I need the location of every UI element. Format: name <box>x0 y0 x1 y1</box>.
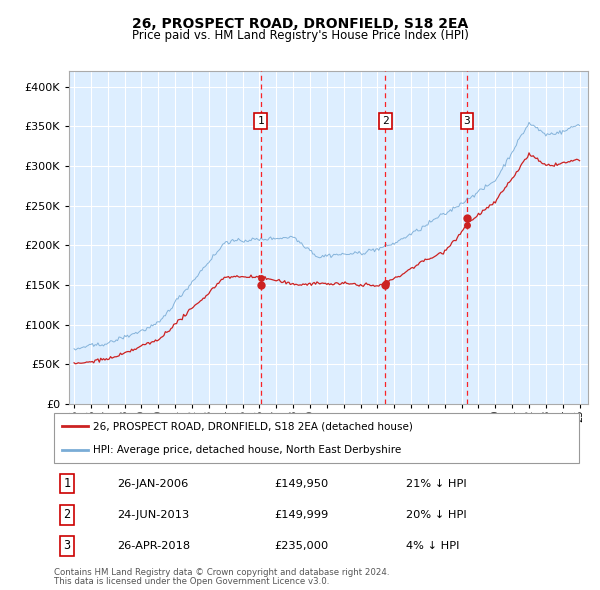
Text: 26, PROSPECT ROAD, DRONFIELD, S18 2EA (detached house): 26, PROSPECT ROAD, DRONFIELD, S18 2EA (d… <box>94 421 413 431</box>
Text: £149,999: £149,999 <box>275 510 329 520</box>
Text: 24-JUN-2013: 24-JUN-2013 <box>117 510 189 520</box>
Text: 2: 2 <box>64 508 71 522</box>
Text: 1: 1 <box>64 477 71 490</box>
Text: 26, PROSPECT ROAD, DRONFIELD, S18 2EA: 26, PROSPECT ROAD, DRONFIELD, S18 2EA <box>132 17 468 31</box>
Text: 21% ↓ HPI: 21% ↓ HPI <box>406 478 467 489</box>
Text: Price paid vs. HM Land Registry's House Price Index (HPI): Price paid vs. HM Land Registry's House … <box>131 30 469 42</box>
Text: £149,950: £149,950 <box>275 478 329 489</box>
Text: 20% ↓ HPI: 20% ↓ HPI <box>406 510 467 520</box>
Text: £235,000: £235,000 <box>275 541 329 551</box>
Text: 26-JAN-2006: 26-JAN-2006 <box>117 478 188 489</box>
Text: 3: 3 <box>64 539 71 552</box>
Text: HPI: Average price, detached house, North East Derbyshire: HPI: Average price, detached house, Nort… <box>94 445 401 455</box>
Text: 2: 2 <box>382 116 389 126</box>
Text: 4% ↓ HPI: 4% ↓ HPI <box>406 541 459 551</box>
Text: Contains HM Land Registry data © Crown copyright and database right 2024.: Contains HM Land Registry data © Crown c… <box>54 568 389 576</box>
Text: 3: 3 <box>464 116 470 126</box>
Text: 1: 1 <box>257 116 264 126</box>
Text: This data is licensed under the Open Government Licence v3.0.: This data is licensed under the Open Gov… <box>54 577 329 586</box>
Text: 26-APR-2018: 26-APR-2018 <box>117 541 190 551</box>
